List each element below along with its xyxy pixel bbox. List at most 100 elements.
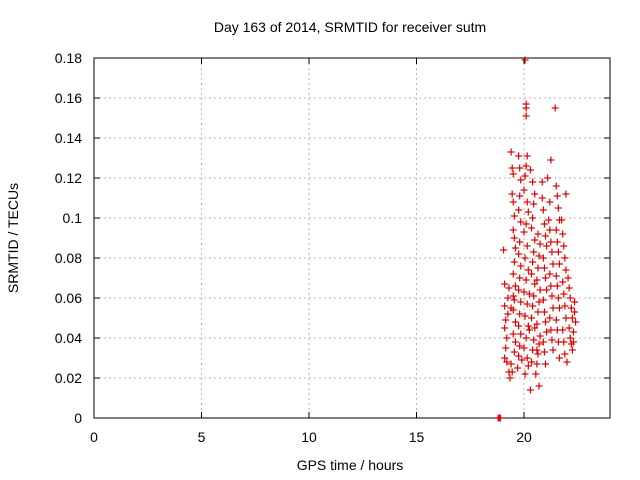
data-point (543, 286, 551, 294)
data-point (517, 218, 525, 226)
data-point (507, 360, 515, 368)
y-tick-label: 0 (74, 410, 82, 426)
data-point (518, 356, 526, 364)
data-point (533, 320, 541, 328)
data-point (520, 288, 528, 296)
data-point (501, 324, 509, 332)
data-point (516, 164, 524, 172)
data-point (528, 224, 536, 232)
data-point (525, 290, 533, 298)
data-point (553, 282, 561, 290)
data-point (548, 292, 556, 300)
data-point (511, 244, 519, 252)
data-point (509, 292, 517, 300)
data-point (568, 346, 576, 354)
data-point (538, 178, 546, 186)
data-point (554, 248, 562, 256)
data-point (515, 152, 523, 160)
data-point (560, 242, 568, 250)
data-point (514, 364, 522, 372)
data-point (522, 276, 530, 284)
data-point (528, 270, 536, 278)
y-tick-label: 0.04 (55, 330, 82, 346)
data-point (555, 260, 563, 268)
data-point (548, 248, 556, 256)
data-point (508, 164, 516, 172)
data-point (546, 226, 554, 234)
data-point (546, 314, 554, 322)
data-point (539, 254, 547, 262)
data-point (563, 358, 571, 366)
data-point (555, 304, 563, 312)
y-tick-label: 0.18 (55, 50, 82, 66)
data-point (530, 292, 538, 300)
data-point (509, 198, 517, 206)
data-point (535, 252, 543, 260)
y-tick-label: 0.16 (55, 90, 82, 106)
data-point (528, 314, 536, 322)
data-point (509, 270, 517, 278)
data-point (562, 314, 570, 322)
data-point (569, 328, 577, 336)
data-point (523, 152, 531, 160)
data-point (553, 238, 561, 246)
data-point (509, 330, 517, 338)
data-point (504, 294, 512, 302)
data-point (561, 350, 569, 358)
data-point (515, 352, 523, 360)
data-point (549, 346, 557, 354)
data-point (521, 172, 529, 180)
plot-frame (93, 57, 611, 419)
data-point (566, 334, 574, 342)
data-point (502, 344, 510, 352)
data-point (536, 332, 544, 340)
data-point (531, 324, 539, 332)
data-point (522, 104, 530, 112)
data-point (524, 322, 532, 330)
data-point (517, 176, 525, 184)
data-point (539, 296, 547, 304)
data-point (555, 354, 563, 362)
data-point (559, 326, 567, 334)
data-point (566, 294, 574, 302)
data-point (526, 166, 534, 174)
data-point (529, 302, 537, 310)
data-point (530, 336, 538, 344)
data-point (552, 316, 560, 324)
data-point (529, 258, 537, 266)
data-point (532, 370, 540, 378)
data-point (542, 232, 549, 240)
y-tick-label: 0.12 (55, 170, 82, 186)
data-point (562, 266, 570, 274)
y-tick-label: 0.06 (55, 290, 82, 306)
data-point (554, 204, 562, 212)
y-axis-label: SRMTID / TECUs (5, 183, 21, 293)
data-point (548, 336, 556, 344)
data-point (567, 304, 575, 312)
data-point (533, 276, 541, 284)
data-point (569, 338, 577, 346)
data-point (529, 178, 537, 186)
data-point (524, 208, 532, 216)
data-point (572, 318, 580, 326)
data-point (522, 220, 530, 228)
data-point (526, 386, 534, 394)
data-point (554, 294, 562, 302)
data-point (516, 192, 524, 200)
y-tick-label: 0.02 (55, 370, 82, 386)
data-point (508, 190, 516, 198)
data-point (522, 112, 530, 120)
data-point (500, 246, 508, 254)
chart-title: Day 163 of 2014, SRMTID for receiver sut… (214, 19, 486, 35)
data-point (546, 270, 554, 278)
data-point (523, 242, 531, 250)
data-point (521, 370, 529, 378)
data-point (564, 274, 572, 282)
data-point (510, 348, 518, 356)
data-point (517, 262, 525, 270)
grid (94, 58, 610, 418)
x-tick-label: 0 (90, 429, 98, 445)
data-point (549, 304, 557, 312)
data-point (552, 182, 560, 190)
data-point (509, 226, 517, 234)
